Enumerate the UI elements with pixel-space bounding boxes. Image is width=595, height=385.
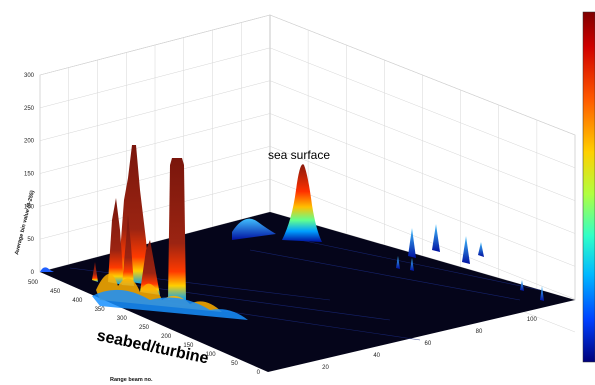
- peak-rect: [168, 158, 186, 300]
- peak-foot-2: [92, 289, 248, 320]
- y-tick-label: 350: [95, 307, 106, 313]
- sea-surface-peak: [282, 164, 322, 242]
- z-tick-label: 100: [24, 204, 35, 210]
- z-tick-label: 200: [24, 139, 35, 145]
- z-tick-label: 250: [24, 106, 35, 112]
- x-tick-label: 40: [373, 353, 380, 359]
- z-axis-ticks: 0 50 100 150 200 250 300: [24, 73, 35, 276]
- y-tick-label: 450: [50, 289, 61, 295]
- x-tick-label: 80: [476, 329, 483, 335]
- y-tick-label: 100: [206, 352, 217, 358]
- peak-small-1: [92, 262, 98, 282]
- peak-thin-1: [108, 198, 124, 285]
- y-tick-label: 200: [161, 334, 172, 340]
- y-tick-label: 250: [139, 325, 150, 331]
- y-tick-label: 300: [117, 316, 128, 322]
- seabed-peaks: [92, 145, 248, 320]
- peak-mid: [140, 240, 160, 295]
- blue-spikes: [396, 224, 544, 301]
- colorbar: [582, 11, 595, 363]
- sea-surface-annotation: sea surface: [268, 148, 330, 162]
- y-axis-label: Range beam no.: [110, 377, 153, 383]
- y-tick-label: 50: [231, 361, 238, 367]
- peak-thin-2: [122, 215, 134, 286]
- y-axis-ticks: 0 50 100 150 200 250 300 350 400 450 500: [28, 280, 261, 376]
- y-tick-label: 500: [28, 280, 39, 286]
- grid-lines: [39, 14, 576, 333]
- origin-bump: [40, 267, 54, 272]
- x-tick-label: 20: [322, 365, 329, 371]
- z-tick-label: 0: [31, 270, 35, 276]
- z-axis-label: Average bin value (0-255): [14, 190, 36, 256]
- y-tick-label: 0: [257, 370, 261, 376]
- y-tick-label: 150: [183, 343, 194, 349]
- z-tick-label: 150: [24, 172, 35, 178]
- x-tick-label: 100: [527, 317, 538, 323]
- z-tick-label: 300: [24, 73, 35, 79]
- minor-ridge: [232, 218, 276, 240]
- x-tick-label: 60: [425, 341, 432, 347]
- z-tick-label: 50: [27, 237, 34, 243]
- y-tick-label: 400: [72, 298, 83, 304]
- x-axis-ticks: 20 40 60 80 100: [322, 317, 537, 371]
